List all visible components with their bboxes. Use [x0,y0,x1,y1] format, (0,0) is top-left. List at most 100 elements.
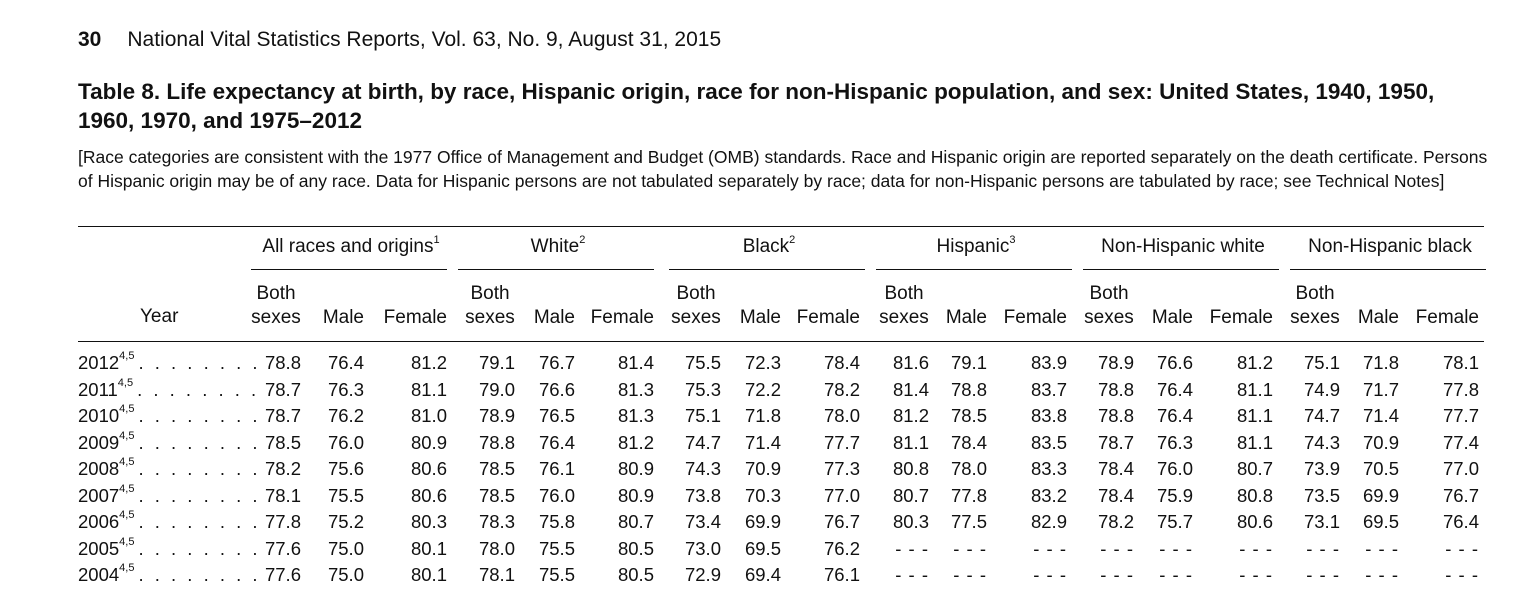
table-cell: 78.1 [1442,352,1479,373]
table-cell: 80.8 [1236,484,1273,506]
table-cell: 75.5 [684,352,721,373]
table-cell: 80.3 [410,511,447,532]
table-cell: 78.1 [264,484,301,506]
table-cell: 78.9 [1097,352,1134,373]
table-cell: 74.3 [1303,431,1340,453]
footnote-marker: 2 [579,234,586,246]
table-cell: 78.5 [264,431,301,453]
running-header: 30 National Vital Statistics Reports, Vol… [78,28,721,52]
table-cell: 79.1 [478,352,515,373]
table-cell: 81.2 [892,405,929,426]
table-cell: 75.6 [327,458,364,479]
column-header-both-sexes: Both sexes [879,282,929,330]
column-group-label: Black [742,236,790,257]
footnote-marker: 4,5 [119,482,135,495]
table-cell: 80.6 [410,484,447,506]
row-year-label: 20104,5. . . . . . . . [78,403,261,427]
table-cell: 70.5 [1362,458,1399,479]
table-cell: 71.4 [1362,405,1399,426]
table-cell: 80.9 [410,431,447,453]
column-header-line: Both [470,283,510,304]
table-cell: 76.3 [327,378,364,400]
table-cell: 78.2 [823,378,860,400]
table-cell: 83.3 [1030,458,1067,479]
column-group-rule [1083,269,1279,270]
table-cell: 78.4 [1097,458,1134,479]
table-cell: 76.7 [823,511,860,532]
table-cell: 73.5 [1303,484,1340,506]
column-header-female: Female [1003,307,1067,328]
row-year: 2008 [78,458,120,479]
table-cell: 78.9 [478,405,515,426]
table-cell: 73.4 [684,511,721,532]
leader-dots: . . . . . . . . [138,431,261,453]
table-cell: 75.5 [327,484,364,506]
table-cell: 73.8 [684,484,721,506]
leader-dots: . . . . . . . . [138,352,261,373]
footnote-marker: 4,5 [119,535,135,548]
table-cell: 77.7 [1442,405,1479,426]
table-cell: 74.3 [684,458,721,479]
table-cell: 80.3 [892,511,929,532]
table-cell: 75.3 [684,378,721,400]
row-year-label: 20094,5. . . . . . . . [78,430,261,454]
table-cell: - - - [1239,537,1273,559]
table-cell: 78.0 [950,458,987,479]
table-cell: 81.1 [1236,405,1273,426]
column-group-label: Hispanic [936,236,1010,257]
table-cell: 78.7 [1097,431,1134,453]
table-cell: 78.3 [478,511,515,532]
table-cell: 80.1 [410,537,447,559]
table-headnote: [Race categories are consistent with the… [78,147,1488,191]
column-group-header: Non-Hispanic black [1290,236,1490,258]
column-header-line: sexes [1290,307,1340,328]
column-group-rule [1290,269,1486,270]
column-header-both-sexes: Both sexes [1290,282,1340,330]
table-row: 20094,5. . . . . . . . 78.5 76.0 80.9 78.8 76… [0,430,1532,459]
footnote-marker: 4,5 [119,562,135,574]
row-year: 2005 [78,537,120,559]
table-cell: 76.4 [1442,511,1479,532]
table-cell: 76.4 [327,352,364,373]
column-group-header: Black2 [669,234,869,258]
table-cell: - - - [1159,564,1193,585]
row-year-label: 20054,5. . . . . . . . [78,535,261,560]
table-cell: - - - [1033,564,1067,585]
column-header-line: Both [256,283,296,304]
table-cell: 70.3 [744,484,781,506]
table-cell: 76.5 [538,405,575,426]
table-cell: 69.5 [1362,511,1399,532]
column-group-label: White [530,236,580,257]
table-cell: - - - [895,537,929,559]
footnote-marker: 4,5 [119,350,135,362]
footnote-marker: 4,5 [119,509,135,521]
table-cell: 78.4 [1097,484,1134,506]
row-year: 2004 [78,564,120,585]
table-cell: 81.2 [1236,352,1273,373]
table-cell: 81.4 [617,352,654,373]
table-cell: 80.7 [892,484,929,506]
column-header-female: Female [796,307,860,328]
footnote-marker: 1 [433,234,440,246]
table-cell: 80.7 [1236,458,1273,479]
table-cell: 80.9 [617,484,654,506]
table-cell: 80.1 [410,564,447,585]
table-cell: 76.6 [1156,352,1193,373]
table-cell: - - - [1445,537,1479,559]
table-cell: 77.0 [823,484,860,506]
table-cell: 76.1 [538,458,575,479]
table-cell: 76.7 [538,352,575,373]
table-cell: 72.9 [684,564,721,585]
table-cell: 79.0 [478,378,515,400]
leader-dots: . . . . . . . . [138,511,261,532]
table-cell: 78.2 [264,458,301,479]
table-cell: 78.5 [478,458,515,479]
table-cell: - - - [1365,564,1399,585]
table-top-rule [78,226,1484,227]
table-row: 20084,5. . . . . . . . 78.2 75.6 80.6 78.5 76… [0,456,1532,485]
column-header-male: Male [533,307,575,328]
table-cell: 77.6 [264,564,301,585]
table-cell: 76.0 [327,431,364,453]
column-header-line: sexes [251,307,301,328]
table-cell: 81.1 [410,378,447,400]
